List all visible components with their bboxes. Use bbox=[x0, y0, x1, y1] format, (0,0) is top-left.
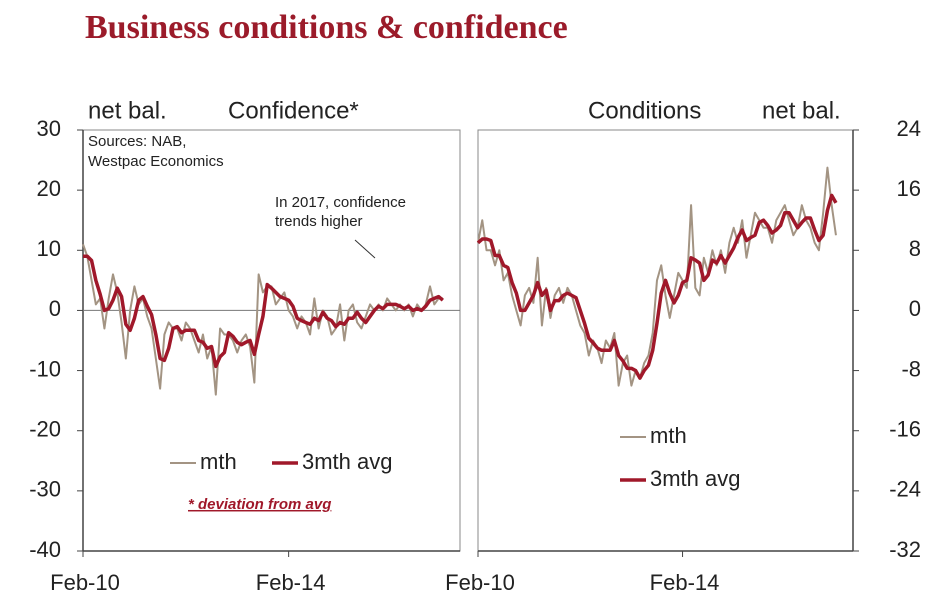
y-tick-label: 30 bbox=[37, 116, 61, 141]
panel-title: Confidence* bbox=[228, 97, 359, 124]
panel-title: Conditions bbox=[588, 97, 701, 124]
y-tick-label: 24 bbox=[897, 116, 921, 141]
y-tick-label: -10 bbox=[29, 356, 61, 381]
y-tick-label: 0 bbox=[49, 296, 61, 321]
series-line bbox=[477, 166, 837, 387]
y-tick-label: 16 bbox=[897, 176, 921, 201]
y-tick-label: -40 bbox=[29, 537, 61, 562]
y-tick-label: 8 bbox=[909, 236, 921, 261]
legend-label: 3mth avg bbox=[302, 449, 393, 474]
y-tick-label: 20 bbox=[37, 176, 61, 201]
footnote: * deviation from avg bbox=[188, 496, 331, 513]
series-line bbox=[83, 254, 444, 369]
y-tick-label: 0 bbox=[909, 296, 921, 321]
annotation: trends higher bbox=[275, 213, 363, 230]
x-tick-label: Feb-14 bbox=[650, 570, 720, 595]
y-tick-label: 10 bbox=[37, 236, 61, 261]
y-tick-label: -30 bbox=[29, 477, 61, 502]
x-tick-label: Feb-10 bbox=[445, 570, 515, 595]
annotation: In 2017, confidence bbox=[275, 194, 406, 211]
x-tick-label: Feb-10 bbox=[50, 570, 120, 595]
y-axis-unit: net bal. bbox=[762, 97, 841, 124]
x-tick-label: Feb-14 bbox=[256, 570, 326, 595]
annotation-pointer bbox=[354, 239, 376, 259]
y-tick-label: -8 bbox=[901, 356, 921, 381]
y-tick-label: -16 bbox=[889, 417, 921, 442]
y-tick-label: -24 bbox=[889, 477, 921, 502]
legend-label: 3mth avg bbox=[650, 466, 741, 491]
series-line bbox=[476, 193, 838, 380]
sources: Westpac Economics bbox=[88, 153, 224, 170]
y-tick-label: -20 bbox=[29, 417, 61, 442]
legend-label: mth bbox=[650, 423, 687, 448]
y-axis-unit: net bal. bbox=[88, 97, 167, 124]
legend-label: mth bbox=[200, 449, 237, 474]
sources: Sources: NAB, bbox=[88, 133, 186, 150]
y-tick-label: -32 bbox=[889, 537, 921, 562]
page-title: Business conditions & confidence bbox=[85, 9, 568, 46]
